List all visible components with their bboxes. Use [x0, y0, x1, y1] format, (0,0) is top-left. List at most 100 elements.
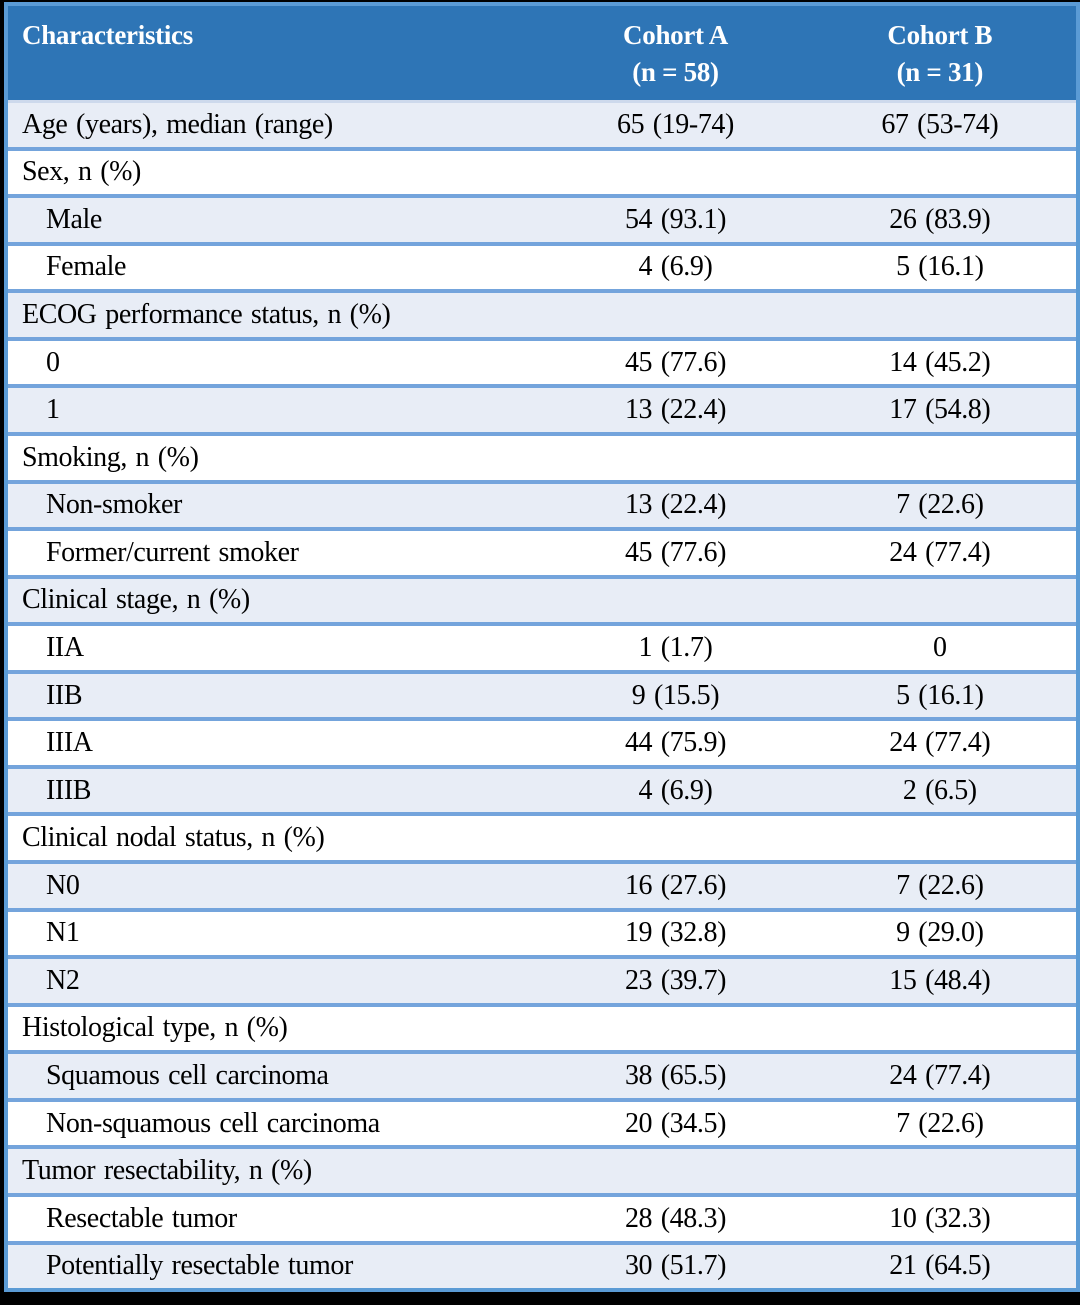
row-label-text: Former/current smoker: [46, 536, 299, 568]
cohort-a-value: 30 (51.7): [547, 1245, 803, 1289]
row-label-text: Resectable tumor: [46, 1202, 237, 1234]
cohort-a-value: 16 (27.6): [547, 864, 803, 908]
row-label: Histological type, n (%): [8, 1007, 547, 1051]
row-label-text: N1: [46, 917, 80, 949]
cohort-b-value: [804, 293, 1076, 337]
cohort-b-value-text: 9 (29.0): [896, 917, 984, 949]
header-cohort-a-n: (n = 58): [632, 57, 719, 87]
cohort-a-value: 65 (19-74): [547, 103, 803, 147]
row-label-text: N0: [46, 869, 80, 901]
row-label: Non-squamous cell carcinoma: [8, 1102, 547, 1146]
cohort-b-value: 21 (64.5): [804, 1245, 1076, 1289]
row-label: Clinical nodal status, n (%): [8, 816, 547, 860]
row-label: IIIA: [8, 721, 547, 765]
cohort-a-value: 4 (6.9): [547, 769, 803, 813]
table-row: Tumor resectability, n (%): [8, 1145, 1076, 1193]
cohort-b-value: 14 (45.2): [804, 341, 1076, 385]
cohort-a-value-text: 54 (93.1): [624, 203, 727, 235]
cohort-b-value-text: 5 (16.1): [896, 679, 984, 711]
table-row: IIB 9 (15.5) 5 (16.1): [8, 669, 1076, 718]
header-cohort-b-n: (n = 31): [896, 57, 984, 87]
cohort-b-value-text: 14 (45.2): [889, 346, 991, 378]
cohort-b-value: 7 (22.6): [804, 1102, 1076, 1146]
row-label-text: 1: [46, 394, 60, 426]
cohort-b-value: 26 (83.9): [804, 198, 1076, 242]
cohort-a-value-text: 9 (15.5): [631, 679, 720, 711]
header-characteristics-label: Characteristics: [22, 20, 193, 50]
table-body: Age (years), median (range) 65 (19-74) 67 …: [8, 100, 1076, 1289]
cohort-a-value-text: 28 (48.3): [624, 1202, 727, 1234]
cohort-b-value-text: 24 (77.4): [889, 536, 991, 568]
row-label-text: Potentially resectable tumor: [46, 1250, 353, 1282]
cohort-b-value-text: 17 (54.8): [889, 394, 991, 426]
cohort-b-value-text: 10 (32.3): [889, 1202, 991, 1234]
cohort-a-value: 54 (93.1): [547, 198, 803, 242]
cohort-b-value: [804, 1007, 1076, 1051]
row-label: IIIB: [8, 769, 547, 813]
cohort-b-value-text: 15 (48.4): [889, 964, 991, 996]
row-label: 0: [8, 341, 547, 385]
cohort-b-value: 5 (16.1): [804, 246, 1076, 290]
row-label-text: Non-squamous cell carcinoma: [46, 1107, 380, 1139]
row-label-text: Non-smoker: [46, 489, 182, 521]
cohort-b-value: 2 (6.5): [804, 769, 1076, 813]
cohort-a-value-text: 13 (22.4): [624, 394, 727, 426]
table-row: Resectable tumor 28 (48.3) 10 (32.3): [8, 1192, 1076, 1241]
cohort-a-value-text: 65 (19-74): [616, 108, 734, 140]
row-label-text: Clinical nodal status, n (%): [22, 822, 325, 854]
row-label: IIB: [8, 674, 547, 718]
row-label: Smoking, n (%): [8, 436, 547, 480]
header-cohort-a: Cohort A (n = 58): [547, 6, 803, 100]
row-label: Sex, n (%): [8, 151, 547, 195]
table-row: Histological type, n (%): [8, 1002, 1076, 1051]
cohort-a-value-text: 45 (77.6): [624, 536, 727, 568]
cohort-b-value-text: 24 (77.4): [889, 1060, 991, 1092]
cohort-a-value-text: 4 (6.9): [638, 251, 713, 283]
cohort-a-value-text: 13 (22.4): [624, 489, 727, 521]
header-cohort-b: Cohort B (n = 31): [804, 6, 1076, 100]
row-label: ECOG performance status, n (%): [8, 293, 547, 337]
cohort-b-value: 7 (22.6): [804, 484, 1076, 528]
cohort-b-value-text: 26 (83.9): [889, 203, 991, 235]
row-label: N2: [8, 959, 547, 1003]
row-label-text: Tumor resectability, n (%): [22, 1155, 312, 1187]
header-cohort-b-label: Cohort B: [887, 20, 993, 50]
cohort-a-value: 38 (65.5): [547, 1054, 803, 1098]
cohort-a-value: [547, 1007, 803, 1051]
row-label: Tumor resectability, n (%): [8, 1149, 547, 1193]
table-row: Clinical stage, n (%): [8, 574, 1076, 623]
row-label-text: Female: [46, 251, 127, 283]
cohort-b-value: 24 (77.4): [804, 531, 1076, 575]
row-label-text: Squamous cell carcinoma: [46, 1060, 329, 1092]
cohort-b-value: [804, 436, 1076, 480]
row-label-text: Male: [46, 203, 102, 235]
cohort-b-value: [804, 1149, 1076, 1193]
table-row: Squamous cell carcinoma 38 (65.5) 24 (77.4…: [8, 1050, 1076, 1098]
table-row: ECOG performance status, n (%): [8, 289, 1076, 337]
table-row: 0 45 (77.6) 14 (45.2): [8, 336, 1076, 385]
cohort-b-value: 10 (32.3): [804, 1197, 1076, 1241]
cohort-b-value: 67 (53-74): [804, 103, 1076, 147]
cohort-a-value: 44 (75.9): [547, 721, 803, 765]
row-label: Male: [8, 198, 547, 242]
row-label-text: IIB: [46, 679, 83, 711]
cohort-a-value-text: 16 (27.6): [624, 869, 727, 901]
cohort-b-value-text: 24 (77.4): [889, 727, 991, 759]
cohort-a-value: [547, 1149, 803, 1193]
row-label: IIA: [8, 626, 547, 670]
header-characteristics: Characteristics: [8, 6, 547, 100]
row-label-text: IIA: [46, 631, 84, 663]
cohort-b-value: [804, 579, 1076, 623]
table-header-row: Characteristics Cohort A (n = 58) Cohort…: [8, 6, 1076, 100]
table-row: Potentially resectable tumor 30 (51.7) 21 …: [8, 1240, 1076, 1289]
row-label: N0: [8, 864, 547, 908]
row-label-text: Age (years), median (range): [22, 108, 333, 140]
table-row: Age (years), median (range) 65 (19-74) 67 …: [8, 100, 1076, 147]
row-label-text: N2: [46, 964, 80, 996]
table-row: Male 54 (93.1) 26 (83.9): [8, 194, 1076, 242]
table-row: IIA 1 (1.7) 0: [8, 622, 1076, 670]
cohort-b-value-text: 67 (53-74): [881, 108, 999, 140]
cohort-a-value: 4 (6.9): [547, 246, 803, 290]
row-label-text: Sex, n (%): [22, 156, 141, 188]
cohort-a-value: 28 (48.3): [547, 1197, 803, 1241]
